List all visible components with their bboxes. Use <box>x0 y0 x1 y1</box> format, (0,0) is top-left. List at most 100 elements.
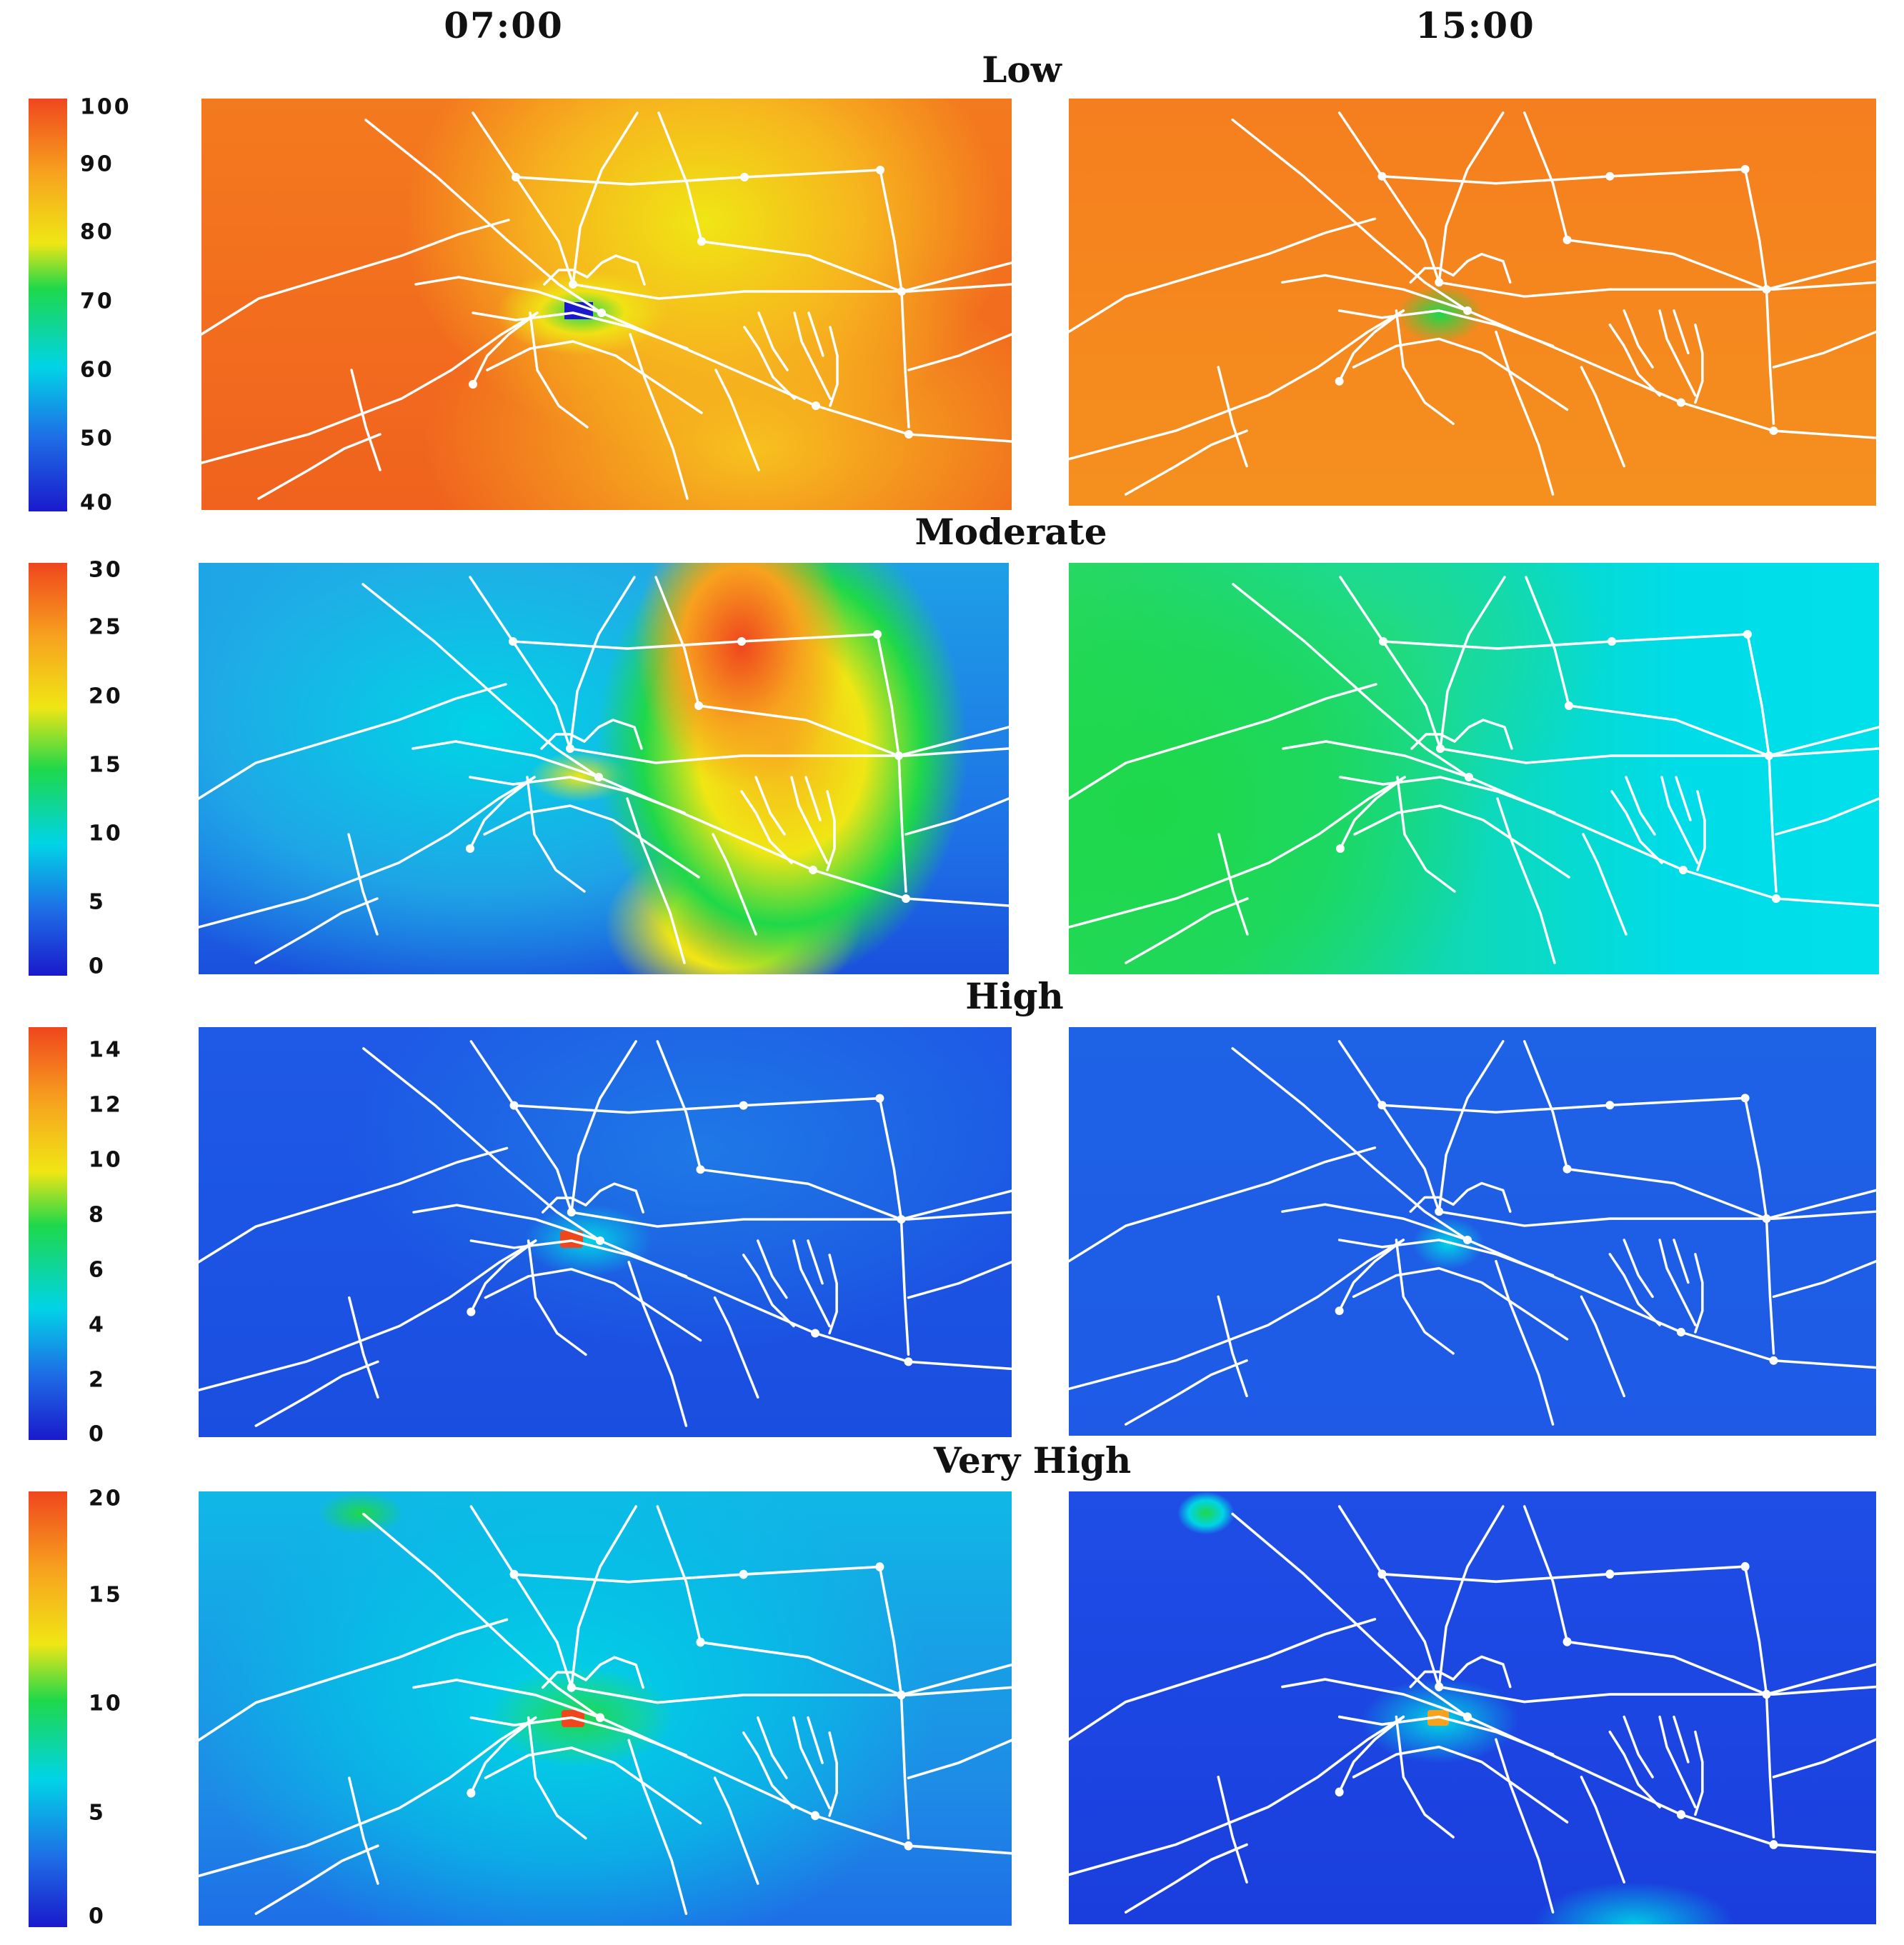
road-segment <box>1396 776 1456 893</box>
road-segment <box>584 1656 644 1689</box>
tick-low-50: 50 <box>80 426 114 451</box>
road-segment <box>1069 1618 1377 1741</box>
road-segment <box>1069 309 1405 461</box>
road-segment <box>1580 366 1625 468</box>
road-segment <box>1582 833 1628 936</box>
road-segment <box>469 1239 688 1278</box>
road-network <box>201 111 1012 500</box>
road-junction <box>1435 1207 1444 1216</box>
road-segment <box>1772 330 1876 369</box>
road-segment <box>1437 1685 1876 1704</box>
road-junction <box>1463 1712 1472 1721</box>
road-junction <box>1743 630 1752 639</box>
road-segment <box>1522 1040 1569 1171</box>
map-moderate-1500 <box>1069 563 1879 974</box>
road-segment <box>254 1844 379 1915</box>
road-segment <box>1439 747 1879 764</box>
road-segment <box>483 804 700 879</box>
road-segment <box>1409 266 1455 284</box>
road-segment <box>1337 1715 1405 1794</box>
road-segment <box>1069 1146 1377 1263</box>
road-segment <box>1409 1670 1455 1689</box>
road-segment <box>1125 897 1249 964</box>
road-segment <box>878 1565 910 1840</box>
road-segment <box>472 311 689 350</box>
road-segment <box>199 776 536 929</box>
tick-high-8: 8 <box>89 1202 106 1228</box>
road-segment <box>699 1641 1012 1696</box>
road-segment <box>756 1239 788 1299</box>
road-segment <box>656 1505 702 1644</box>
road-junction <box>1769 1840 1778 1849</box>
road-junction <box>509 1101 519 1110</box>
road-segment <box>1437 111 1505 284</box>
road-junction <box>509 1569 519 1579</box>
road-junction <box>902 894 910 903</box>
road-segment <box>740 790 793 864</box>
road-segment <box>700 240 1012 293</box>
road-segment <box>1567 704 1879 757</box>
road-segment <box>512 633 879 650</box>
road-segment <box>792 1716 831 1810</box>
road-junction <box>1769 1356 1778 1365</box>
road-junction <box>1377 1569 1387 1579</box>
row-title-high: High <box>965 975 1064 1017</box>
tick-moderate-10: 10 <box>89 821 123 846</box>
road-segment <box>1658 309 1697 397</box>
road-segment <box>347 1776 379 1885</box>
road-segment <box>807 1716 824 1764</box>
road-junction <box>904 1841 913 1851</box>
road-segment <box>807 311 824 357</box>
road-segment <box>1069 217 1377 334</box>
road-segment <box>412 740 1009 907</box>
road-segment <box>583 719 643 750</box>
road-segment <box>1565 239 1876 291</box>
road-segment <box>1395 1715 1455 1839</box>
tick-high-0: 0 <box>89 1421 106 1447</box>
road-segment <box>1525 576 1570 707</box>
road-segment <box>541 1671 587 1689</box>
road-junction <box>1740 1094 1750 1103</box>
road-segment <box>829 326 839 407</box>
road-junction <box>1676 1810 1685 1819</box>
road-segment <box>1775 797 1879 836</box>
road-segment <box>1281 274 1876 439</box>
road-segment <box>486 340 703 414</box>
tick-very-high-15: 15 <box>89 1582 123 1608</box>
road-segment <box>1675 776 1692 821</box>
road-segment <box>713 1776 759 1885</box>
road-segment <box>699 1168 1012 1221</box>
road-segment <box>412 1679 1012 1855</box>
road-segment <box>201 219 510 336</box>
road-segment <box>543 269 589 286</box>
road-segment <box>1772 1738 1876 1779</box>
road-segment <box>1337 1239 1555 1277</box>
road-segment <box>1743 168 1775 425</box>
road-segment <box>1522 111 1569 241</box>
road-junction <box>1679 866 1688 874</box>
road-segment <box>1437 1040 1505 1213</box>
road-segment <box>743 326 796 400</box>
road-junction <box>904 1357 913 1366</box>
road-segment <box>1069 1715 1405 1876</box>
road-segment <box>414 276 1012 443</box>
road-junction <box>897 1215 906 1224</box>
road-segment <box>1217 833 1249 936</box>
road-junction <box>809 866 817 874</box>
road-segment <box>199 1146 509 1264</box>
road-segment <box>1409 1196 1455 1213</box>
road-junction <box>466 844 474 853</box>
road-junction <box>1605 1101 1615 1110</box>
road-segment <box>572 111 639 286</box>
road-segment <box>350 369 382 471</box>
road-junction <box>1465 773 1473 781</box>
road-junction <box>467 1307 476 1316</box>
road-segment <box>742 1731 795 1810</box>
road-segment <box>364 119 603 314</box>
tick-high-10: 10 <box>89 1147 123 1173</box>
colorbar-high <box>29 1027 67 1440</box>
tick-moderate-5: 5 <box>89 889 106 915</box>
road-segment <box>1217 1775 1248 1884</box>
road-network <box>199 1040 1012 1427</box>
tick-moderate-0: 0 <box>89 954 106 979</box>
